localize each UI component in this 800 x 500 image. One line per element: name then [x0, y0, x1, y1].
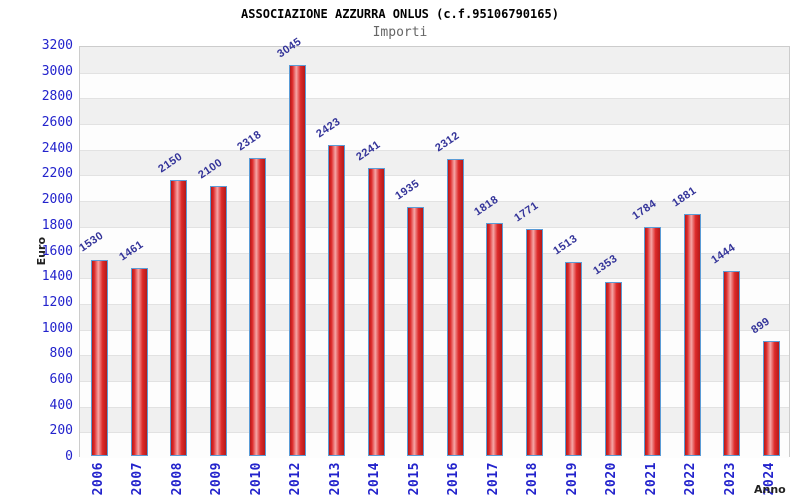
x-tick-label-2012: 2012 — [288, 462, 304, 496]
gridline — [80, 406, 789, 408]
x-tick-label-2019: 2019 — [564, 462, 580, 496]
chart-subtitle: Importi — [372, 25, 428, 40]
chart-title: ASSOCIAZIONE AZZURRA ONLUS (c.f.95106790… — [241, 7, 559, 21]
gridline — [80, 124, 789, 126]
background-band — [80, 175, 789, 202]
bar-2020 — [604, 282, 622, 456]
bar-2018 — [525, 228, 543, 456]
y-tick-label: 1400 — [41, 269, 73, 285]
background-band — [80, 47, 789, 73]
x-tick-label-2021: 2021 — [643, 462, 659, 496]
y-tick-label: 2000 — [41, 192, 73, 208]
y-tick-label: 2400 — [41, 140, 73, 156]
bar-2024 — [762, 340, 780, 456]
background-band — [80, 278, 789, 304]
y-tick-label: 1000 — [41, 320, 73, 336]
y-tick-label: 600 — [49, 371, 73, 387]
bar-2022 — [683, 214, 701, 456]
gridline — [80, 355, 789, 357]
x-tick-label-2007: 2007 — [130, 462, 146, 496]
gridline — [80, 329, 789, 331]
bar-2023 — [723, 270, 741, 456]
bar-2017 — [486, 222, 504, 456]
gridline — [80, 98, 789, 100]
background-band — [80, 252, 789, 279]
y-tick-label: 3000 — [41, 63, 73, 79]
bar-2006 — [91, 259, 109, 456]
gridline — [80, 380, 789, 382]
bar-2008 — [170, 179, 188, 456]
background-band — [80, 98, 789, 125]
background-band — [80, 226, 789, 253]
bar-2007 — [130, 268, 148, 456]
x-tick-label-2015: 2015 — [406, 462, 422, 496]
bar-2021 — [644, 226, 662, 456]
bar-2009 — [209, 186, 227, 456]
bar-2010 — [249, 158, 267, 456]
x-tick-label-2013: 2013 — [327, 462, 343, 496]
bar-2014 — [367, 168, 385, 456]
gridline — [80, 278, 789, 280]
y-tick-label: 800 — [49, 346, 73, 362]
x-tick-label-2009: 2009 — [209, 462, 225, 496]
x-tick-label-2018: 2018 — [525, 462, 541, 496]
x-tick-label-2016: 2016 — [446, 462, 462, 496]
gridline — [80, 201, 789, 203]
x-tick-label-2017: 2017 — [485, 462, 501, 496]
x-tick-label-2006: 2006 — [90, 462, 106, 496]
gridline — [80, 432, 789, 434]
x-tick-label-2008: 2008 — [169, 462, 185, 496]
bar-2019 — [565, 261, 583, 456]
background-band — [80, 380, 789, 407]
y-tick-label: 2800 — [41, 89, 73, 105]
x-tick-label-2020: 2020 — [604, 462, 620, 496]
background-band — [80, 329, 789, 356]
gridline — [80, 149, 789, 151]
x-tick-label-2022: 2022 — [683, 462, 699, 496]
y-tick-label: 2600 — [41, 115, 73, 131]
gridline — [80, 303, 789, 305]
x-tick-label-2023: 2023 — [722, 462, 738, 496]
gridline — [80, 175, 789, 177]
plot-area — [79, 46, 790, 458]
background-band — [80, 406, 789, 433]
bar-2016 — [446, 159, 464, 456]
gridline — [80, 72, 789, 74]
y-tick-label: 2200 — [41, 166, 73, 182]
x-tick-label-2014: 2014 — [367, 462, 383, 496]
y-tick-label: 1600 — [41, 243, 73, 259]
y-tick-label: 3200 — [41, 38, 73, 53]
y-tick-label: 400 — [49, 397, 73, 413]
background-band — [80, 432, 789, 458]
background-band — [80, 201, 789, 227]
gridline — [80, 252, 789, 254]
y-tick-label: 200 — [49, 423, 73, 439]
background-band — [80, 72, 789, 99]
y-tick-label: 1200 — [41, 294, 73, 310]
background-band — [80, 149, 789, 176]
bar-2013 — [328, 144, 346, 456]
bar-2012 — [288, 64, 306, 456]
background-band — [80, 355, 789, 381]
y-tick-label: 0 — [65, 449, 73, 464]
background-band — [80, 124, 789, 150]
x-axis-title: Anno — [754, 483, 786, 496]
gridline — [80, 226, 789, 228]
background-band — [80, 303, 789, 330]
x-tick-label-2010: 2010 — [248, 462, 264, 496]
bar-2015 — [407, 207, 425, 456]
y-tick-label: 1800 — [41, 217, 73, 233]
